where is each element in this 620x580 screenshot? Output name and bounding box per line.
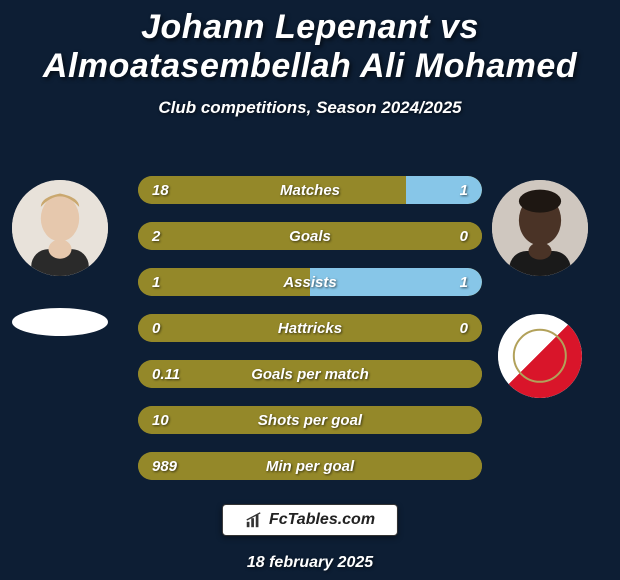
stat-label: Min per goal bbox=[138, 458, 482, 475]
player-left-club-badge bbox=[12, 308, 108, 336]
stat-label: Hattricks bbox=[138, 320, 482, 337]
stat-value-right: 1 bbox=[460, 182, 468, 199]
stat-row: 10Shots per goal bbox=[138, 406, 482, 434]
player-right-club-badge bbox=[498, 314, 582, 398]
stat-row: 1Assists1 bbox=[138, 268, 482, 296]
stat-label: Matches bbox=[138, 182, 482, 199]
comparison-date: 18 february 2025 bbox=[0, 554, 620, 572]
player-right-avatar bbox=[492, 180, 588, 276]
brand-label: FcTables.com bbox=[269, 511, 375, 529]
stat-label: Goals bbox=[138, 228, 482, 245]
stat-row: 0Hattricks0 bbox=[138, 314, 482, 342]
bars-icon bbox=[245, 511, 263, 529]
stat-value-right: 0 bbox=[460, 320, 468, 337]
stat-row: 0.11Goals per match bbox=[138, 360, 482, 388]
person-icon bbox=[492, 180, 588, 276]
stat-row: 18Matches1 bbox=[138, 176, 482, 204]
comparison-subtitle: Club competitions, Season 2024/2025 bbox=[0, 98, 620, 118]
person-icon bbox=[12, 180, 108, 276]
stat-label: Assists bbox=[138, 274, 482, 291]
stat-label: Goals per match bbox=[138, 366, 482, 383]
brand-badge: FcTables.com bbox=[222, 504, 398, 536]
stats-bars: 18Matches12Goals01Assists10Hattricks00.1… bbox=[138, 176, 482, 498]
stat-value-right: 1 bbox=[460, 274, 468, 291]
stat-value-right: 0 bbox=[460, 228, 468, 245]
stat-row: 989Min per goal bbox=[138, 452, 482, 480]
stat-row: 2Goals0 bbox=[138, 222, 482, 250]
comparison-title: Johann Lepenant vs Almoatasembellah Ali … bbox=[0, 0, 620, 86]
stat-label: Shots per goal bbox=[138, 412, 482, 429]
player-left-avatar bbox=[12, 180, 108, 276]
